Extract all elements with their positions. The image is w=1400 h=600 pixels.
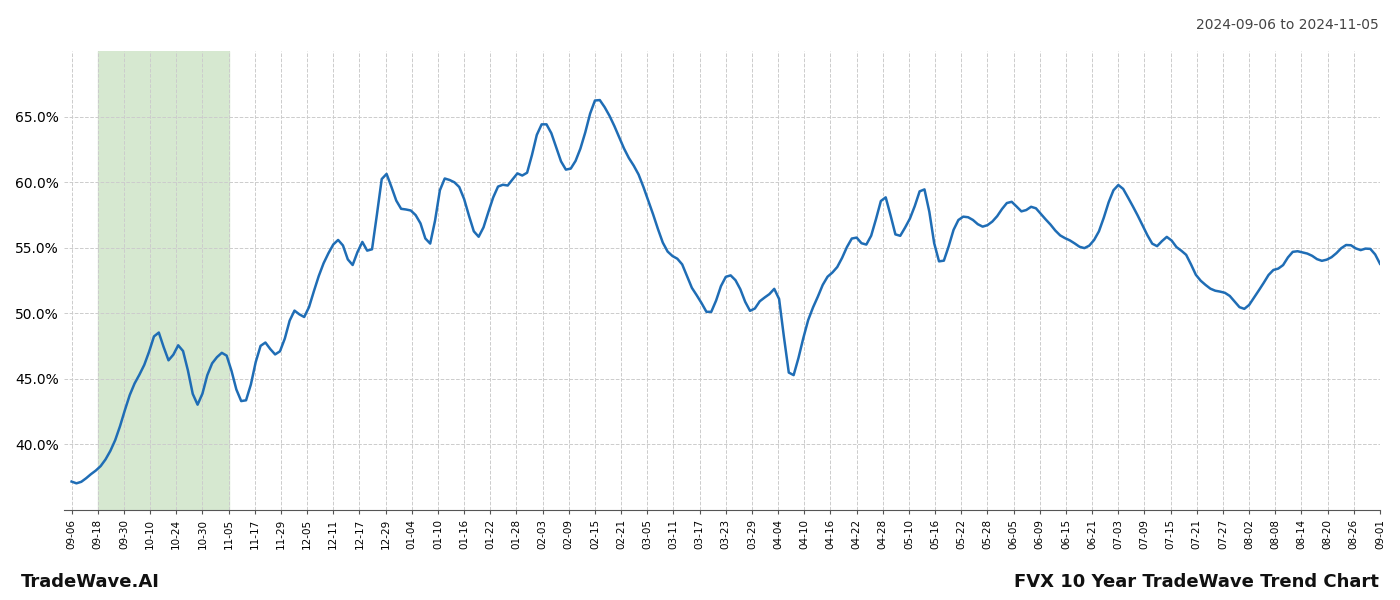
Text: TradeWave.AI: TradeWave.AI bbox=[21, 573, 160, 591]
Text: 2024-09-06 to 2024-11-05: 2024-09-06 to 2024-11-05 bbox=[1196, 18, 1379, 32]
Text: FVX 10 Year TradeWave Trend Chart: FVX 10 Year TradeWave Trend Chart bbox=[1014, 573, 1379, 591]
Bar bbox=[98, 51, 228, 510]
